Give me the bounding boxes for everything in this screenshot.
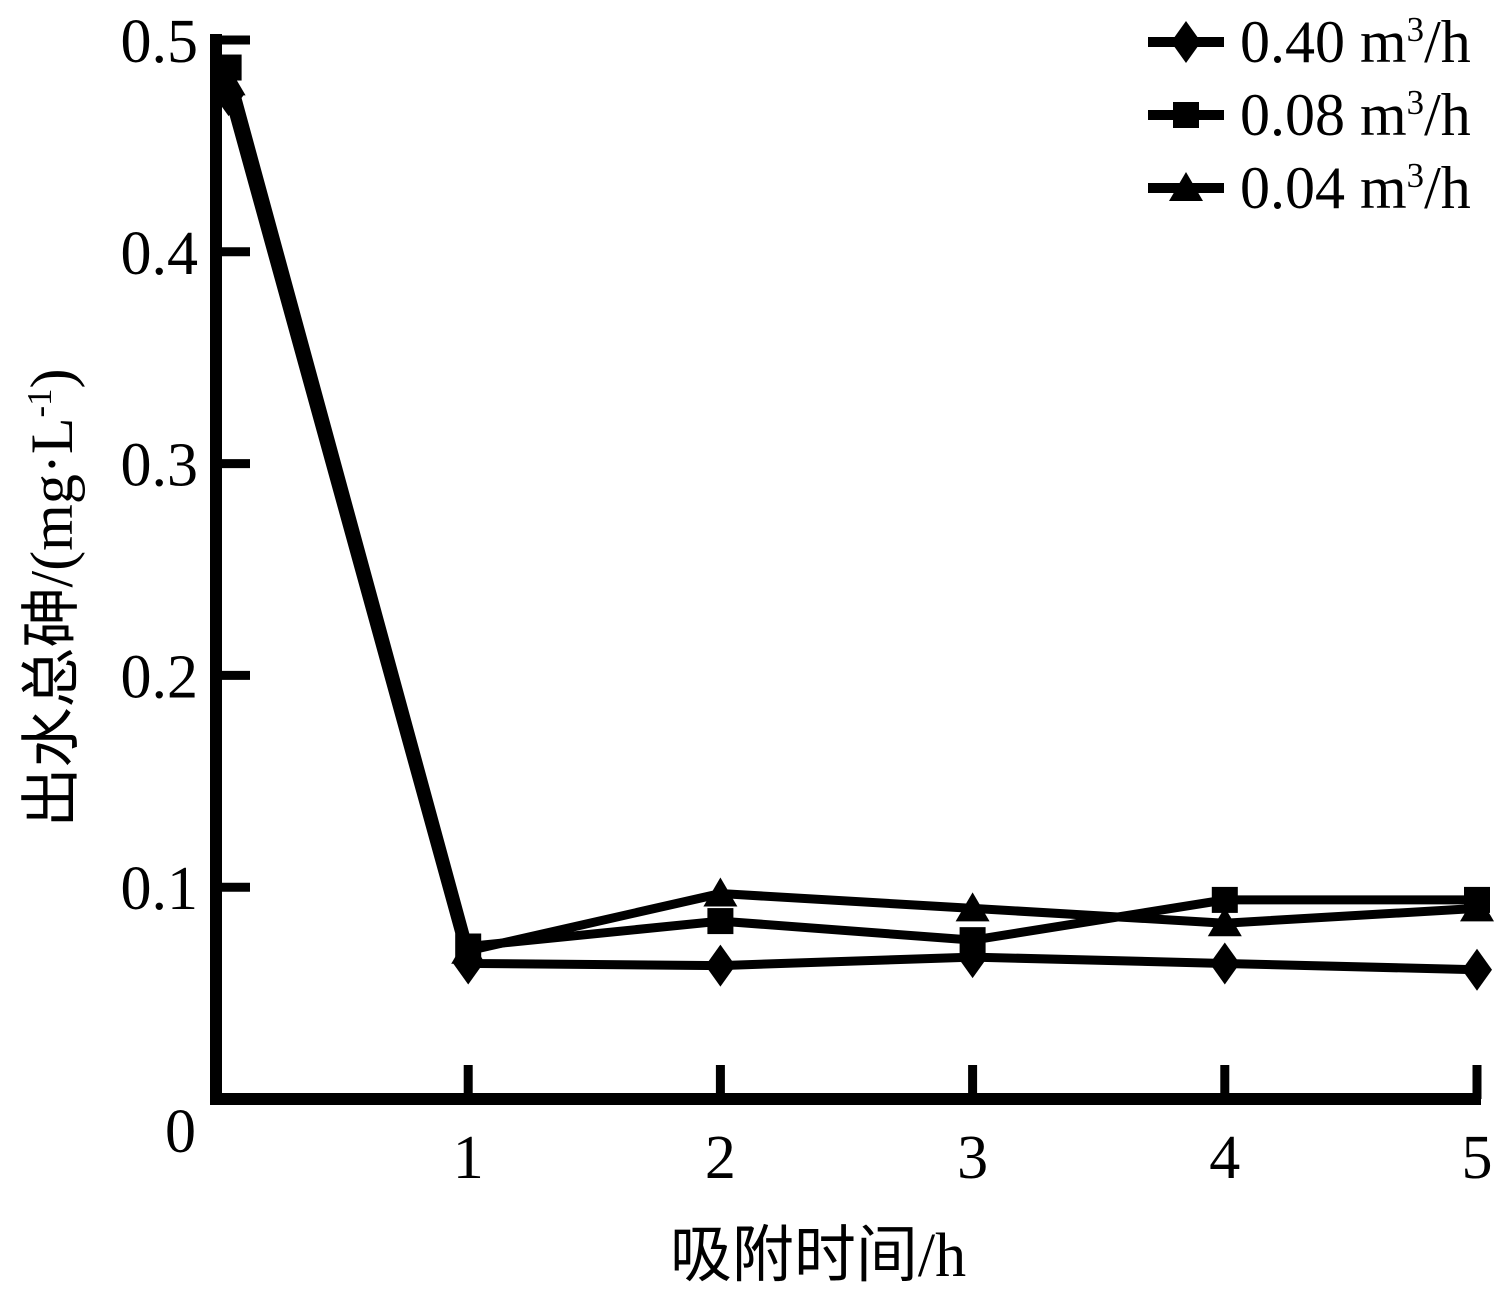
legend-label: 0.40 m3/h <box>1240 9 1471 75</box>
y-tick-label: 0.3 <box>121 432 199 500</box>
diamond-legend-swatch <box>1148 21 1224 63</box>
square-legend-swatch <box>1148 102 1224 128</box>
triangle-marker-icon <box>703 877 738 907</box>
x-tick-label: 4 <box>1209 1124 1240 1192</box>
x-axis-title-text: 吸附时间/h <box>669 1222 967 1290</box>
y-tick-label: 0.2 <box>121 643 199 711</box>
legend: 0.40 m3/h 0.08 m3/h 0.04 m3/h <box>1146 10 1471 220</box>
series-line <box>224 93 1478 975</box>
tick-labels: 0.1 0.2 0.3 0.4 0.5 1 2 3 4 5 0 <box>121 8 1493 1192</box>
legend-item: 0.40 m3/h <box>1146 10 1471 74</box>
legend-label: 0.08 m3/h <box>1240 82 1471 148</box>
triangle-marker-icon <box>1169 172 1203 201</box>
x-tick-label: 3 <box>957 1124 988 1192</box>
square-marker-icon <box>1173 102 1199 128</box>
legend-item: 0.08 m3/h <box>1146 83 1471 147</box>
x-axis-title: 吸附时间/h <box>670 1222 966 1290</box>
x-tick-label: 2 <box>705 1124 736 1192</box>
triangle-marker-icon <box>451 934 486 964</box>
diamond-marker-icon <box>1462 948 1492 991</box>
triangle-marker-icon <box>1207 907 1242 937</box>
square-marker-icon <box>959 927 986 954</box>
triangle-marker-icon <box>1460 892 1494 922</box>
diamond-marker-icon <box>1209 942 1240 985</box>
x-tick-label: 1 <box>453 1124 484 1192</box>
y-axis-title-superscript: -1 <box>20 388 59 418</box>
series-line <box>224 81 1478 957</box>
diamond-marker-icon <box>705 944 736 987</box>
legend-item: 0.04 m3/h <box>1146 156 1471 220</box>
square-marker-icon <box>707 908 734 935</box>
legend-label: 0.04 m3/h <box>1240 155 1471 221</box>
diamond-marker-icon <box>1171 21 1201 63</box>
y-axis-title-suffix: ) <box>19 368 85 389</box>
triangle-marker-icon <box>211 66 246 96</box>
y-tick-label: 0.5 <box>121 8 199 76</box>
triangle-marker-icon <box>955 892 990 922</box>
x-tick-label: 5 <box>1462 1124 1493 1192</box>
axes <box>210 34 1482 1105</box>
series-triangle <box>211 66 1494 964</box>
y-tick-label: 0.4 <box>121 220 199 288</box>
triangle-legend-swatch <box>1148 172 1224 201</box>
origin-label: 0 <box>165 1098 196 1166</box>
y-axis-title-prefix: 出水总砷/(mg·L <box>19 417 85 828</box>
y-tick-label: 0.1 <box>121 855 199 923</box>
y-axis-title: 出水总砷/(mg·L-1) <box>19 369 85 828</box>
